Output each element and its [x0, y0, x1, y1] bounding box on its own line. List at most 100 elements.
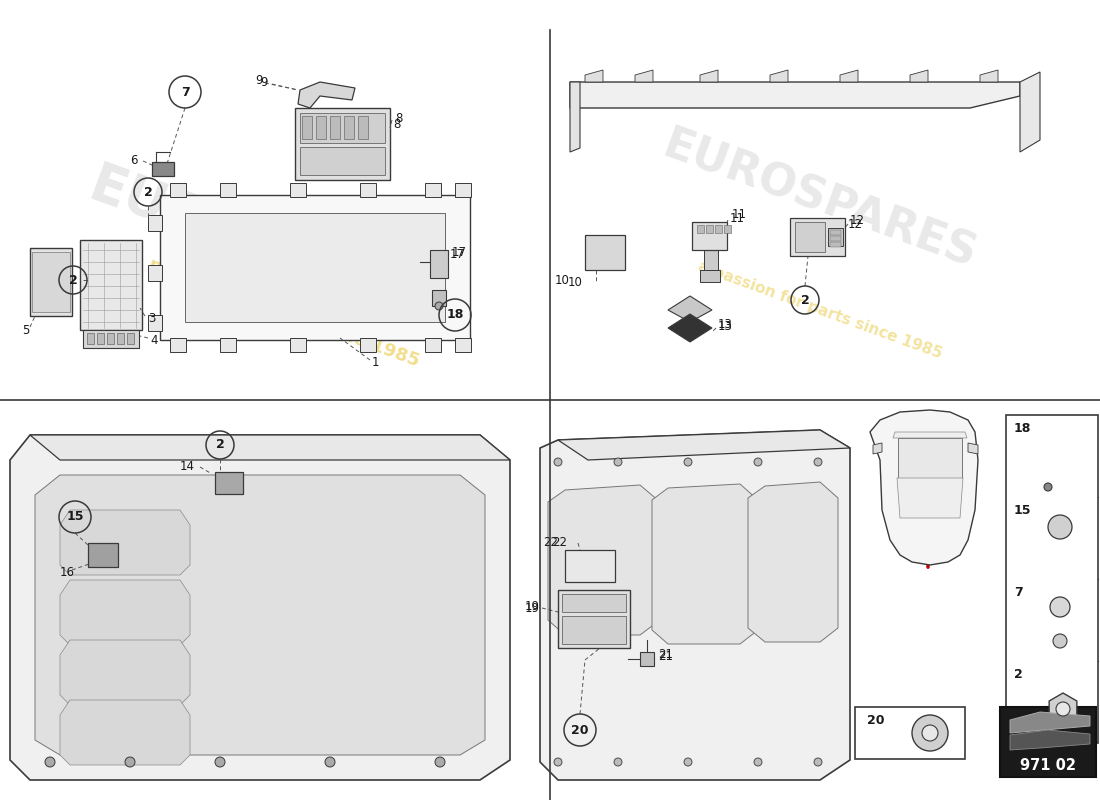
- Bar: [830, 242, 842, 247]
- Bar: [704, 250, 718, 270]
- Bar: [706, 225, 713, 233]
- Bar: [30, 248, 72, 316]
- Text: 18: 18: [1014, 422, 1032, 435]
- Text: 17: 17: [452, 246, 468, 258]
- Bar: [830, 230, 842, 235]
- Circle shape: [912, 715, 948, 751]
- Text: 10: 10: [568, 275, 582, 289]
- Circle shape: [1056, 702, 1070, 716]
- Circle shape: [434, 302, 443, 310]
- Bar: [795, 222, 825, 252]
- Polygon shape: [870, 410, 978, 565]
- Text: 8: 8: [395, 111, 403, 125]
- Bar: [360, 183, 376, 197]
- Polygon shape: [10, 435, 510, 780]
- Polygon shape: [652, 484, 758, 644]
- Bar: [640, 652, 654, 666]
- Text: EUROSPARES: EUROSPARES: [82, 158, 468, 342]
- Bar: [455, 183, 471, 197]
- Text: 22: 22: [552, 537, 568, 550]
- Bar: [344, 116, 354, 139]
- Bar: [562, 594, 626, 612]
- Bar: [360, 338, 376, 352]
- Polygon shape: [1020, 72, 1040, 152]
- Bar: [300, 113, 385, 143]
- Text: parts since 1985: parts since 1985: [628, 583, 792, 657]
- Text: 2: 2: [216, 438, 224, 451]
- Bar: [80, 240, 142, 330]
- Polygon shape: [968, 443, 978, 454]
- Polygon shape: [700, 70, 718, 82]
- Bar: [898, 438, 962, 478]
- Polygon shape: [840, 70, 858, 82]
- Bar: [558, 590, 630, 648]
- Circle shape: [554, 458, 562, 466]
- Bar: [32, 252, 70, 312]
- Bar: [290, 183, 306, 197]
- Polygon shape: [60, 580, 190, 645]
- Text: 3: 3: [148, 311, 155, 325]
- Polygon shape: [585, 70, 603, 82]
- Bar: [170, 183, 186, 197]
- Text: 16: 16: [60, 566, 75, 579]
- Text: 5: 5: [22, 323, 30, 337]
- Circle shape: [1050, 597, 1070, 617]
- Text: 1: 1: [372, 355, 379, 369]
- Text: 4: 4: [150, 334, 157, 346]
- Text: 7: 7: [1014, 586, 1023, 599]
- Bar: [697, 225, 704, 233]
- Circle shape: [922, 725, 938, 741]
- Circle shape: [684, 458, 692, 466]
- Polygon shape: [893, 432, 967, 438]
- Circle shape: [125, 757, 135, 767]
- Bar: [828, 228, 843, 246]
- Bar: [148, 315, 162, 331]
- Text: 20: 20: [867, 714, 884, 727]
- Circle shape: [1053, 634, 1067, 648]
- Text: 971 02: 971 02: [1020, 758, 1076, 774]
- Text: 15: 15: [1014, 505, 1032, 518]
- Bar: [585, 235, 625, 270]
- Text: 9: 9: [255, 74, 263, 86]
- Bar: [220, 338, 236, 352]
- Circle shape: [754, 758, 762, 766]
- Text: 19: 19: [525, 601, 540, 614]
- Bar: [148, 215, 162, 231]
- Text: 19: 19: [525, 602, 540, 614]
- Bar: [148, 265, 162, 281]
- Text: EUROSPARES: EUROSPARES: [657, 123, 983, 277]
- Circle shape: [814, 458, 822, 466]
- Bar: [185, 213, 446, 322]
- Text: 21: 21: [658, 647, 673, 661]
- Polygon shape: [896, 478, 962, 518]
- Bar: [302, 116, 312, 139]
- Text: 18: 18: [447, 309, 464, 322]
- Text: 2: 2: [1014, 669, 1023, 682]
- Circle shape: [684, 758, 692, 766]
- Text: 10: 10: [554, 274, 570, 286]
- Bar: [316, 116, 326, 139]
- Bar: [700, 270, 720, 282]
- Bar: [220, 183, 236, 197]
- Polygon shape: [1010, 730, 1090, 750]
- Text: 2: 2: [801, 294, 810, 306]
- Bar: [562, 616, 626, 644]
- Bar: [295, 108, 390, 180]
- Polygon shape: [540, 430, 850, 780]
- Text: 7: 7: [180, 86, 189, 98]
- Circle shape: [814, 758, 822, 766]
- Circle shape: [614, 458, 622, 466]
- Bar: [425, 338, 441, 352]
- Bar: [97, 333, 104, 344]
- Text: a passion for parts since 1985: a passion for parts since 1985: [696, 258, 944, 362]
- Bar: [160, 195, 470, 340]
- Circle shape: [214, 757, 225, 767]
- Polygon shape: [60, 700, 190, 765]
- Bar: [692, 222, 727, 250]
- Bar: [87, 333, 94, 344]
- Text: 9: 9: [260, 75, 267, 89]
- Text: 17: 17: [450, 249, 465, 262]
- Bar: [855, 707, 965, 759]
- Bar: [152, 162, 174, 176]
- Circle shape: [614, 758, 622, 766]
